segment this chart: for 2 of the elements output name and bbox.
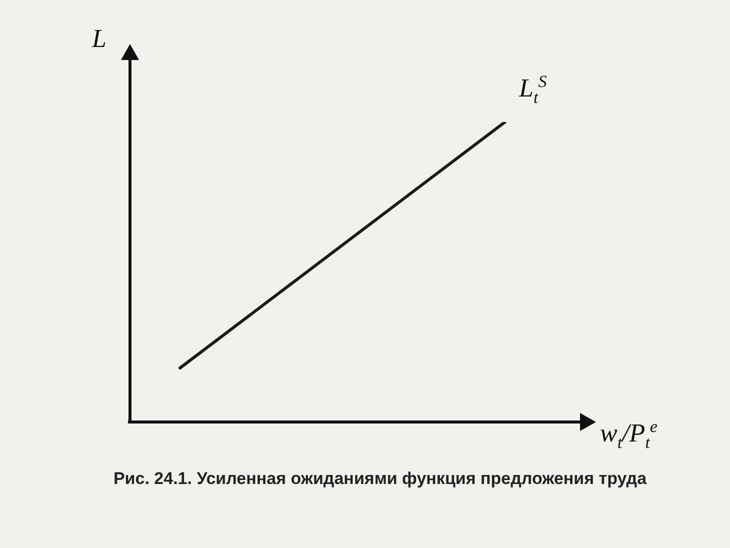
y-axis-title: L xyxy=(92,24,106,54)
text: Рис. 24.1. Усиленная ожиданиями функция предложения труда xyxy=(112,468,648,490)
